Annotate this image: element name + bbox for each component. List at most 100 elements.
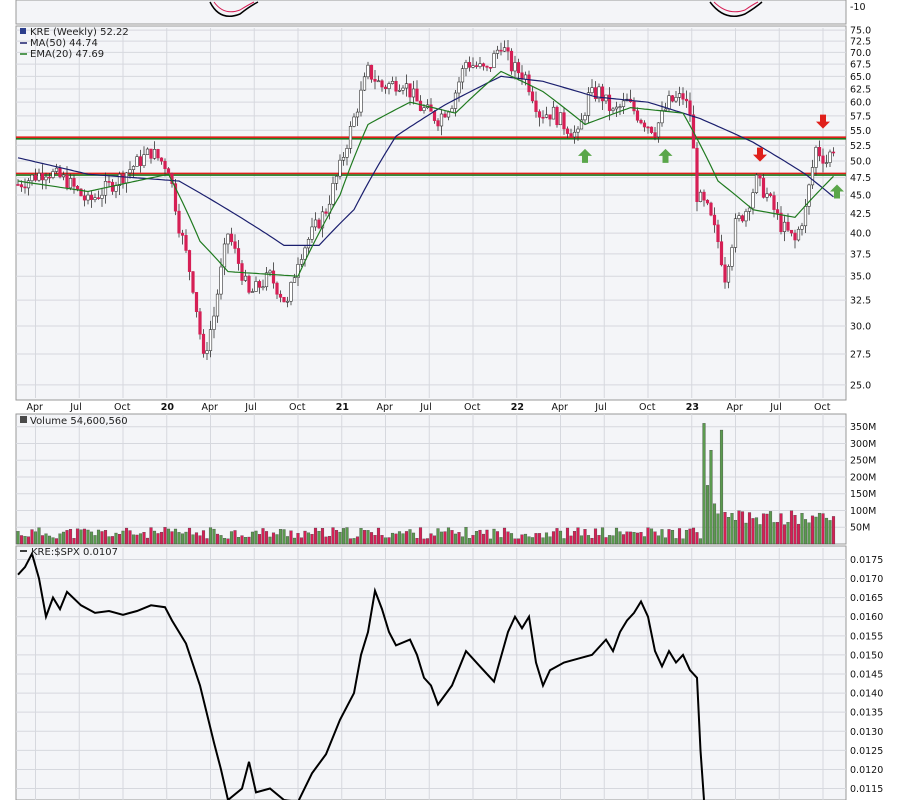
candle-body [142, 154, 146, 167]
candle-body [740, 215, 745, 222]
volume-bar [677, 528, 682, 545]
volume-bar [502, 527, 507, 545]
volume-y-tick: 200M [850, 472, 876, 483]
volume-bar [173, 528, 178, 545]
candle-body [411, 88, 416, 98]
price-candles [16, 40, 836, 360]
volume-bar [614, 527, 619, 545]
candle-body [65, 174, 69, 189]
volume-bar [688, 528, 692, 545]
volume-bar [628, 531, 633, 545]
volume-bar [443, 531, 447, 545]
candle-body [40, 172, 45, 181]
ratio-panel: 0.0175 0.0170 0.0165 0.0160 0.0155 0.0150 0.01… [15, 545, 883, 800]
candle-body [394, 80, 398, 92]
volume-bar [432, 535, 437, 545]
x-tick-label: 21 [336, 402, 349, 413]
candle-body [82, 195, 87, 201]
candle-body [362, 76, 367, 91]
volume-bar [373, 535, 377, 545]
candle-body [331, 183, 335, 205]
candle-body [821, 155, 825, 164]
volume-bar [758, 524, 762, 545]
ema20-line [17, 70, 834, 277]
candle-body [93, 197, 97, 200]
volume-bar [194, 532, 199, 545]
volume-bar [121, 530, 125, 545]
candle-body [586, 92, 591, 116]
volume-bar [299, 537, 304, 545]
volume-bar [201, 530, 206, 545]
candle-body [807, 184, 811, 207]
volume-bar [142, 532, 146, 545]
volume-bar [268, 536, 272, 545]
candle-body [180, 232, 185, 236]
volume-bar [667, 529, 671, 545]
candle-body [282, 296, 286, 303]
candle-body [555, 106, 559, 126]
candle-body [730, 247, 734, 267]
x-tick-label: 23 [686, 402, 699, 413]
candle-body [772, 195, 776, 210]
volume-bar [733, 520, 738, 545]
candle-body [135, 156, 139, 167]
volume-bar [355, 536, 360, 545]
candle-body [341, 157, 346, 161]
volume-bar [527, 536, 531, 545]
volume-bar [380, 535, 384, 545]
volume-bar [257, 534, 262, 545]
candle-body [562, 112, 566, 130]
volume-bar [660, 529, 664, 545]
candle-body [254, 281, 258, 292]
volume-bar [16, 531, 20, 545]
volume-bar [639, 532, 643, 545]
volume-bar [180, 533, 185, 545]
candle-body [51, 171, 55, 178]
candle-body [121, 173, 125, 184]
candle-body [285, 300, 290, 303]
candle-body [810, 167, 815, 186]
volume-y-tick: 100M [850, 506, 876, 517]
candle-body [716, 224, 720, 243]
candle-body [565, 128, 570, 134]
volume-y-tick: 250M [850, 456, 876, 467]
candle-body [681, 93, 685, 100]
candle-body [723, 264, 727, 283]
volume-bar [264, 531, 269, 545]
volume-bar [82, 528, 87, 545]
volume-bar [569, 535, 573, 545]
candle-body [418, 100, 423, 111]
volume-bar [649, 528, 654, 545]
candle-body [464, 62, 468, 69]
candle-body [492, 53, 496, 68]
volume-bar [261, 528, 265, 545]
candle-body [247, 275, 251, 293]
volume-y-tick: 50M [850, 523, 870, 534]
price-y-tick: 70.0 [850, 48, 871, 59]
candle-body [159, 157, 164, 162]
volume-bar [768, 511, 773, 545]
ratio-y-tick: 0.0115 [850, 784, 883, 795]
candle-body [334, 175, 339, 184]
volume-bar [138, 533, 143, 545]
x-tick-label: Jul [244, 402, 256, 413]
price-panel: 75.072.570.067.565.0 62.5 60.0 57.5 55.0 52.5… [15, 25, 871, 401]
candle-body [243, 275, 248, 281]
candle-body [376, 80, 381, 83]
candle-body [152, 149, 157, 159]
volume-bar [285, 536, 290, 545]
candle-body [128, 169, 132, 174]
candle-body [754, 174, 759, 193]
price-legend: KRE (Weekly) 52.22 MA(50) 44.74 EMA(20) … [20, 27, 129, 60]
volume-bar [296, 533, 300, 545]
candle-body [75, 186, 80, 190]
volume-bar [810, 515, 815, 545]
up-arrow-icon [830, 184, 844, 199]
candle-body [758, 174, 762, 179]
candle-body [54, 167, 59, 172]
top-indicator-curve-left [209, 1, 259, 17]
volume-panel: 350M 300M 250M 200M 150M 100M 50M Volume 54,60… [15, 413, 876, 545]
x-tick-label: Apr [727, 402, 744, 413]
volume-bar [86, 529, 90, 545]
